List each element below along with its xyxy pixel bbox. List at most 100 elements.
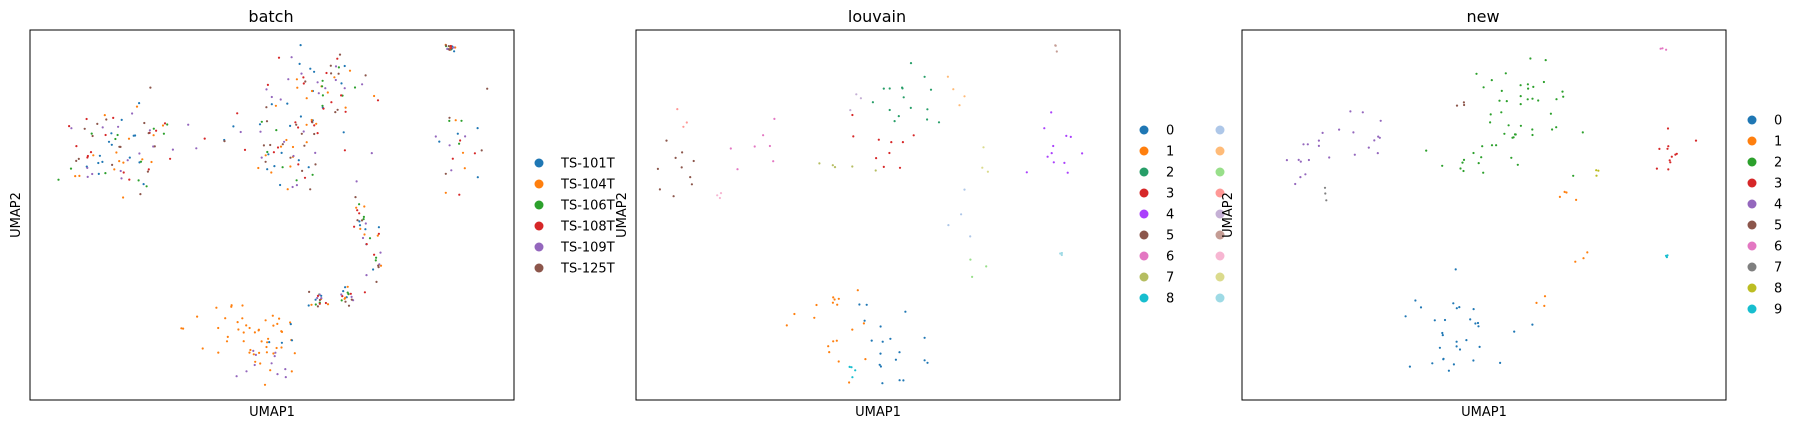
scatter-point	[372, 268, 375, 271]
scatter-point	[923, 75, 926, 78]
scatter-point	[302, 82, 305, 85]
scatter-point	[269, 369, 272, 372]
scatter-point	[223, 140, 226, 143]
plot-frame	[29, 29, 515, 401]
scatter-point	[1455, 307, 1458, 310]
scatter-point	[155, 129, 158, 132]
scatter-point	[1304, 173, 1307, 176]
scatter-point	[344, 110, 347, 113]
scatter-point	[773, 117, 776, 120]
scatter-point	[146, 170, 149, 173]
scatter-point	[833, 298, 836, 301]
scatter-point	[245, 324, 248, 327]
scatter-point	[1526, 98, 1529, 101]
scatter-point	[285, 138, 288, 142]
scatter-point	[107, 140, 111, 143]
scatter-point	[858, 303, 861, 306]
scatter-point	[1480, 156, 1483, 159]
scatter-point	[1519, 124, 1522, 127]
scatter-point	[1500, 89, 1503, 92]
scatter-point	[311, 173, 314, 176]
scatter-point	[901, 87, 904, 90]
scatter-point	[295, 184, 298, 187]
scatter-point	[358, 203, 361, 206]
scatter-point	[1527, 87, 1530, 90]
scatter-point	[1307, 158, 1310, 162]
scatter-point	[276, 373, 279, 376]
scatter-point	[92, 154, 95, 157]
scatter-point	[929, 88, 933, 91]
scatter-point	[258, 123, 262, 126]
scatter-point	[301, 169, 304, 172]
scatter-point	[279, 183, 282, 187]
scatter-point	[888, 151, 891, 155]
scatter-point	[86, 166, 89, 169]
scatter-point	[1325, 199, 1328, 202]
scatter-point	[98, 154, 101, 157]
scatter-point	[334, 111, 337, 114]
scatter-point	[325, 71, 328, 75]
new-panel: new UMAP1 UMAP2 0 1 2 3 4 5 6 7 8 9	[1221, 7, 1782, 420]
legend-label: 8	[1166, 292, 1174, 307]
scatter-point	[86, 154, 89, 158]
scatter-point	[321, 104, 324, 107]
scatter-point	[143, 121, 146, 125]
scatter-point	[291, 185, 294, 189]
x-axis-label: UMAP1	[249, 405, 295, 420]
scatter-point	[729, 147, 732, 150]
scatter-point	[152, 145, 155, 148]
scatter-point	[375, 280, 378, 283]
scatter-point	[1666, 147, 1669, 150]
scatter-point	[313, 124, 316, 127]
x-axis-label: UMAP1	[1461, 405, 1507, 420]
scatter-point	[946, 75, 950, 78]
scatter-point	[1462, 158, 1466, 161]
scatter-point	[307, 166, 310, 169]
scatter-point	[716, 194, 719, 197]
scatter-point	[340, 293, 343, 296]
legend-marker	[1747, 178, 1757, 188]
scatter-point	[326, 303, 330, 306]
scatter-point	[459, 139, 462, 142]
plot-frame	[635, 29, 1121, 401]
scatter-point	[291, 145, 295, 149]
scatter-point	[1328, 156, 1331, 159]
scatter-point	[358, 224, 362, 227]
scatter-point	[309, 67, 312, 70]
scatter-point	[480, 149, 483, 152]
legend-marker	[1215, 167, 1225, 177]
scatter-point	[290, 370, 293, 373]
scatter-point	[434, 135, 437, 138]
scatter-point	[336, 57, 339, 60]
scatter-point	[1542, 80, 1545, 84]
scatter-point	[85, 117, 88, 121]
scatter-point	[831, 164, 834, 167]
legend-label: TS-109T	[560, 241, 615, 256]
scatter-point	[909, 106, 912, 109]
scatter-point	[295, 123, 298, 126]
legend-label: TS-101T	[560, 157, 615, 172]
scatter-point	[373, 253, 376, 256]
scatter-point	[152, 134, 155, 137]
scatter-point	[881, 340, 884, 343]
scatter-point	[718, 196, 722, 200]
scatter-point	[448, 48, 451, 51]
scatter-point	[78, 174, 81, 177]
scatter-point	[314, 298, 317, 301]
scatter-point	[258, 351, 261, 354]
scatter-point	[362, 218, 365, 221]
scatter-point	[879, 352, 882, 355]
scatter-point	[245, 370, 248, 373]
scatter-point	[350, 295, 353, 298]
scatter-point	[1505, 100, 1508, 103]
scatter-point	[145, 185, 148, 188]
scatter-point	[1367, 146, 1370, 149]
scatter-point	[1597, 169, 1600, 172]
scatter-point	[86, 175, 89, 178]
scatter-point	[1526, 83, 1529, 86]
scatter-point	[1455, 104, 1459, 107]
scatter-point	[97, 172, 100, 175]
scatter-point	[273, 165, 276, 168]
scatter-point	[243, 148, 247, 151]
scatter-point	[772, 160, 775, 163]
